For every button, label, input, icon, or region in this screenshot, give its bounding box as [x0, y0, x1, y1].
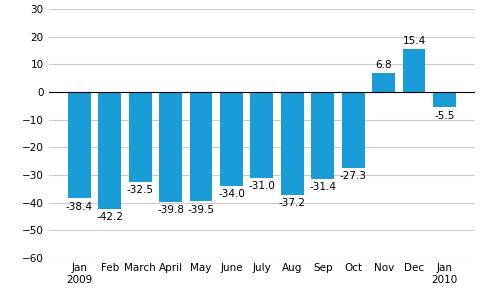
Text: -38.4: -38.4: [66, 202, 92, 212]
Bar: [371, 73, 394, 92]
Text: -39.5: -39.5: [187, 205, 214, 214]
Text: -31.0: -31.0: [248, 181, 275, 191]
Text: 6.8: 6.8: [375, 60, 391, 70]
Bar: [68, 92, 91, 198]
Bar: [128, 92, 151, 182]
Bar: [402, 50, 424, 92]
Bar: [341, 92, 364, 167]
Text: -5.5: -5.5: [433, 110, 454, 121]
Text: -32.5: -32.5: [126, 185, 153, 195]
Bar: [220, 92, 242, 186]
Bar: [250, 92, 273, 178]
Text: 2010: 2010: [430, 274, 457, 285]
Bar: [432, 92, 455, 107]
Text: -31.4: -31.4: [309, 182, 335, 192]
Bar: [189, 92, 212, 201]
Text: -27.3: -27.3: [339, 171, 366, 181]
Text: 15.4: 15.4: [402, 36, 425, 46]
Text: -34.0: -34.0: [218, 189, 244, 200]
Text: -39.8: -39.8: [157, 206, 184, 215]
Bar: [98, 92, 121, 209]
Text: -37.2: -37.2: [278, 198, 305, 208]
Bar: [311, 92, 333, 179]
Bar: [159, 92, 182, 202]
Bar: [280, 92, 303, 195]
Text: 2009: 2009: [66, 274, 92, 285]
Text: -42.2: -42.2: [96, 212, 123, 222]
